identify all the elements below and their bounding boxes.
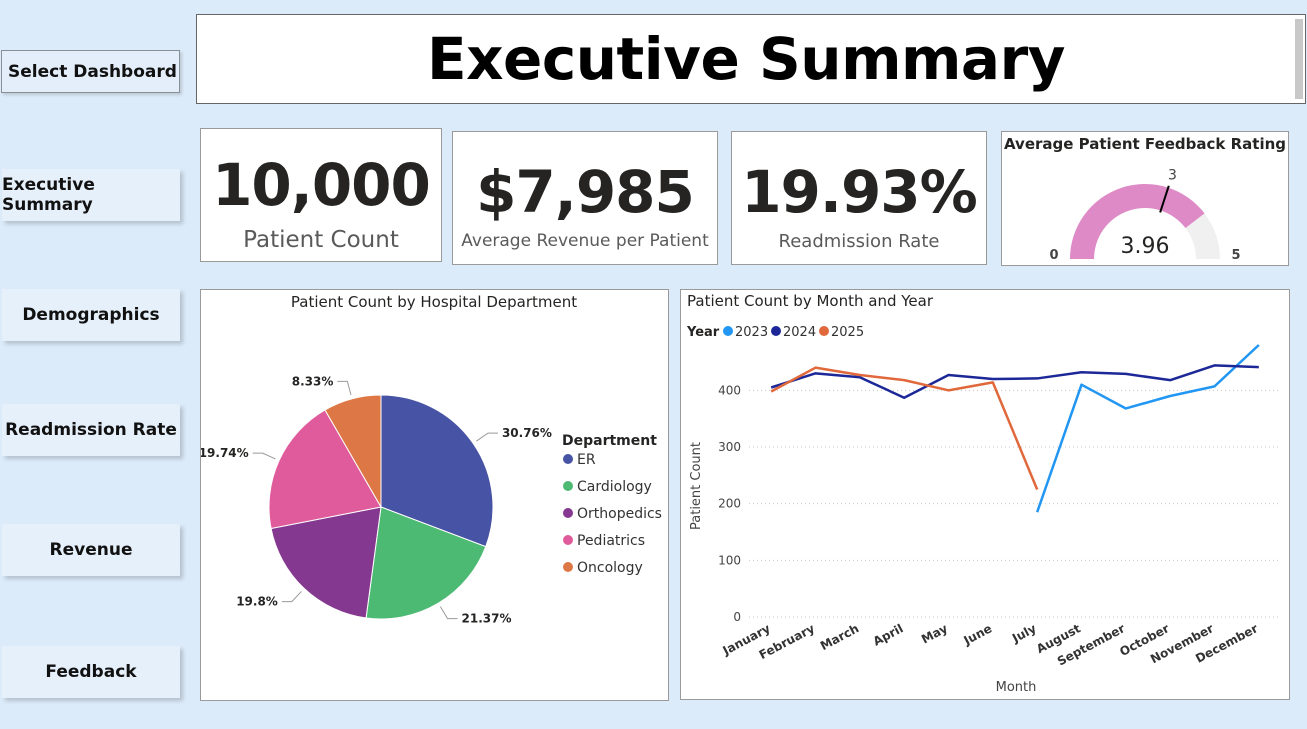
gauge-target-label: 3 xyxy=(1168,167,1177,183)
feedback-gauge: Average Patient Feedback Rating 3 3.96 0… xyxy=(1004,135,1286,263)
kpi-card-patient-count: 10,000 Patient Count xyxy=(200,128,442,262)
pie-leader-line-oncology xyxy=(337,380,352,396)
pie-legend-marker-cardiology xyxy=(563,481,573,491)
line-series-2023[interactable] xyxy=(1035,344,1260,513)
line-y-tick-300: 300 xyxy=(718,440,741,454)
pie-data-label-er: 30.76% xyxy=(502,426,552,440)
pie-slice-er[interactable] xyxy=(380,394,494,548)
line-y-tick-200: 200 xyxy=(718,497,741,511)
pie-leader-line-cardiology xyxy=(439,606,458,620)
kpi-card-readmission-rate: 19.93% Readmission Rate xyxy=(731,131,987,265)
gauge-value: 3.96 xyxy=(1121,234,1170,259)
line-legend-title: Year xyxy=(686,325,720,340)
pie-data-label-oncology: 8.33% xyxy=(292,374,334,388)
pie-legend-title: Department xyxy=(562,433,657,449)
gauge-title: Average Patient Feedback Rating xyxy=(1004,135,1286,153)
pie-legend-item-cardiology[interactable]: Cardiology xyxy=(577,479,652,495)
gauge-min-label: 0 xyxy=(1049,248,1058,263)
pie-legend-marker-oncology xyxy=(563,562,573,572)
page-title: Executive Summary xyxy=(427,25,1065,93)
pie-slice-oncology[interactable] xyxy=(324,394,382,509)
pie-chart-card: Patient Count by Hospital Department 30.… xyxy=(200,289,669,701)
line-x-tick-june: June xyxy=(961,621,995,648)
pie-legend-item-oncology[interactable]: Oncology xyxy=(577,560,643,576)
line-x-tick-may: May xyxy=(919,621,950,646)
pie-legend-item-er[interactable]: ER xyxy=(577,452,596,468)
readmission-rate-label: Readmission Rate xyxy=(778,231,940,252)
nav-feedback-button[interactable]: Feedback xyxy=(2,646,180,698)
gauge-card-feedback-rating: Average Patient Feedback Rating 3 3.96 0… xyxy=(1001,131,1289,266)
line-series-2025[interactable] xyxy=(770,366,1039,490)
line-x-tick-july: July xyxy=(1009,621,1039,646)
pie-slice-cardiology[interactable] xyxy=(365,506,487,620)
line-x-tick-april: April xyxy=(871,621,906,648)
pie-chart-title: Patient Count by Hospital Department xyxy=(291,293,577,311)
line-legend-item-2025[interactable]: 2025 xyxy=(831,325,864,340)
pie-legend-item-pediatrics[interactable]: Pediatrics xyxy=(577,533,645,549)
line-series-2024[interactable] xyxy=(770,364,1259,399)
line-y-tick-400: 400 xyxy=(718,383,741,397)
gauge-max-label: 5 xyxy=(1231,248,1240,263)
pie-slice-pediatrics[interactable] xyxy=(268,409,382,530)
nav-executive-summary-button[interactable]: Executive Summary xyxy=(2,169,180,221)
line-legend-item-2024[interactable]: 2024 xyxy=(783,325,816,340)
line-legend-marker-2023 xyxy=(723,326,733,336)
title-banner: Executive Summary xyxy=(196,14,1306,104)
line-x-tick-march: March xyxy=(818,621,861,653)
title-scrollbar[interactable] xyxy=(1295,19,1303,99)
line-y-tick-0: 0 xyxy=(733,610,741,624)
line-chart-card: Patient Count by Month and Year Year 202… xyxy=(680,289,1290,700)
pie-chart: Patient Count by Hospital Department 30.… xyxy=(201,293,662,626)
patient-count-value: 10,000 xyxy=(212,151,431,219)
pie-legend-marker-orthopedics xyxy=(563,508,573,518)
nav-readmission-rate-button[interactable]: Readmission Rate xyxy=(2,404,180,456)
gauge-target-marker xyxy=(1159,185,1170,213)
patient-count-label: Patient Count xyxy=(243,227,399,253)
readmission-rate-value: 19.93% xyxy=(741,158,978,226)
pie-data-label-cardiology: 21.37% xyxy=(462,612,512,626)
pie-legend-item-orthopedics[interactable]: Orthopedics xyxy=(577,506,662,522)
pie-leader-line-er xyxy=(476,432,498,442)
line-legend-marker-2024 xyxy=(771,326,781,336)
line-legend-item-2023[interactable]: 2023 xyxy=(735,325,768,340)
line-legend-marker-2025 xyxy=(819,326,829,336)
average-revenue-label: Average Revenue per Patient xyxy=(461,231,709,251)
line-chart: Patient Count by Month and Year Year 202… xyxy=(686,292,1281,695)
line-x-axis-label: Month xyxy=(996,680,1037,695)
line-y-tick-100: 100 xyxy=(718,553,741,567)
pie-leader-line-orthopedics xyxy=(281,591,302,603)
select-dashboard-label: Select Dashboard xyxy=(1,50,180,93)
gauge-fill xyxy=(1070,184,1205,259)
nav-revenue-button[interactable]: Revenue xyxy=(2,524,180,576)
pie-slice-orthopedics[interactable] xyxy=(270,506,382,619)
pie-legend-marker-er xyxy=(563,454,573,464)
kpi-card-average-revenue: $7,985 Average Revenue per Patient xyxy=(452,131,718,265)
line-y-axis-label: Patient Count xyxy=(689,442,704,530)
pie-leader-line-pediatrics xyxy=(252,452,276,460)
nav-demographics-button[interactable]: Demographics xyxy=(2,289,180,341)
pie-legend-marker-pediatrics xyxy=(563,535,573,545)
average-revenue-value: $7,985 xyxy=(476,158,695,226)
line-chart-title: Patient Count by Month and Year xyxy=(687,292,934,310)
pie-data-label-pediatrics: 19.74% xyxy=(201,446,249,460)
pie-data-label-orthopedics: 19.8% xyxy=(236,595,278,609)
